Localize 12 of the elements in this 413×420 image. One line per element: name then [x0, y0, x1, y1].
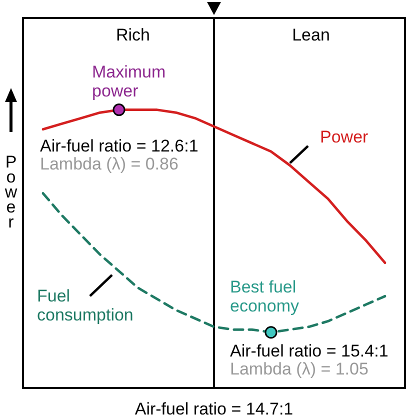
text: Lean	[292, 26, 330, 45]
annotation: Lambda (λ) = 0.86	[40, 154, 178, 174]
text: Rich	[116, 26, 150, 45]
annotation: Maximum power	[92, 62, 166, 101]
series-label: Power	[320, 128, 369, 147]
series-label: Fuel consumption	[37, 286, 134, 325]
annotation: Air-fuel ratio = 12.6:1	[40, 136, 198, 156]
annotation: Lambda (λ) = 1.05	[230, 360, 368, 379]
annotation: Air-fuel ratio = 15.4:1	[230, 342, 388, 361]
annotation: Best fuel economy	[230, 278, 300, 316]
y-axis-title: Power	[4, 152, 18, 232]
text: Air-fuel ratio = 14.7:1	[134, 400, 294, 419]
